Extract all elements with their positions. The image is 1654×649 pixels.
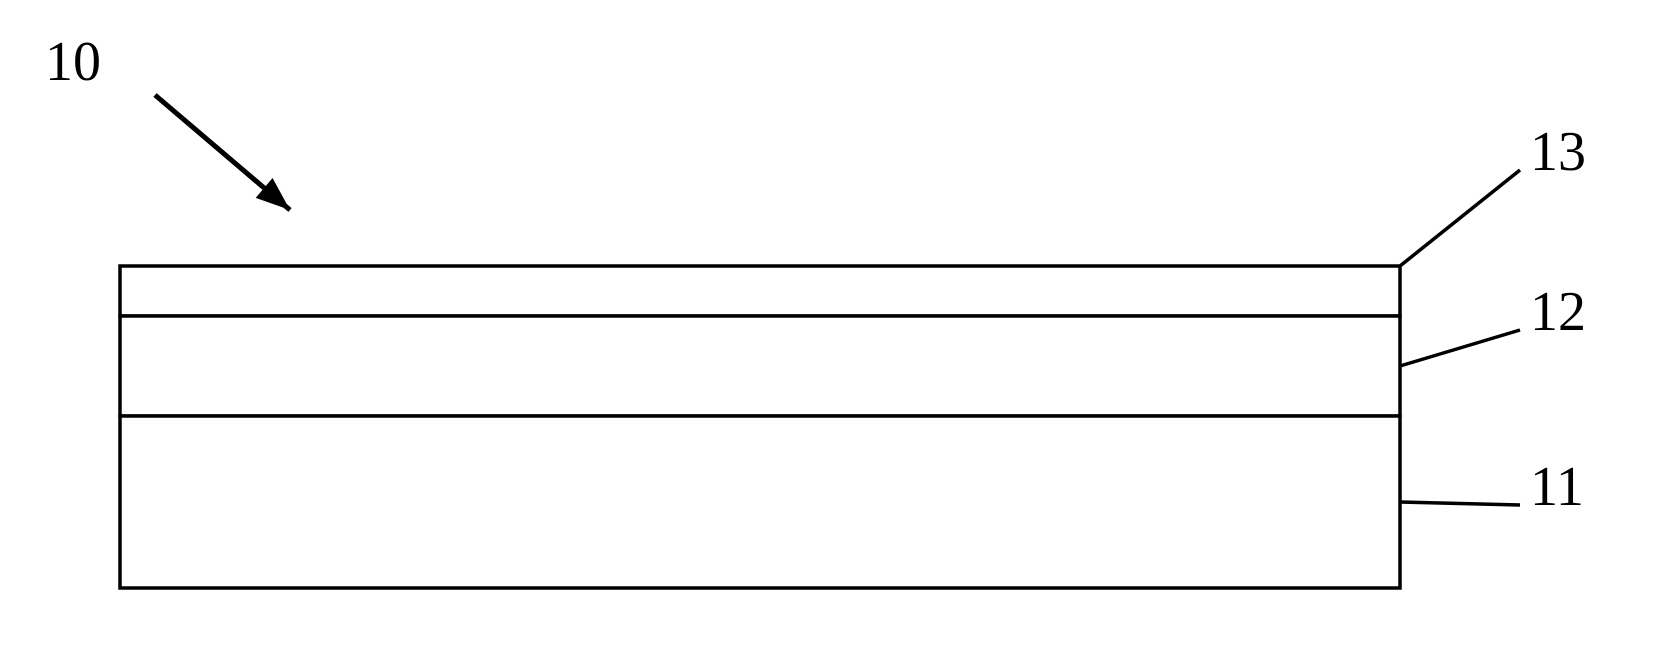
layer-12: [120, 316, 1400, 416]
assembly-ref-arrow: [155, 95, 290, 210]
callout-line-13: [1400, 170, 1520, 266]
layer-13: [120, 266, 1400, 316]
assembly-ref: 10: [45, 31, 290, 210]
callouts: 13 12 11: [1400, 121, 1586, 518]
layer-11: [120, 416, 1400, 588]
callout-label-12: 12: [1530, 281, 1586, 343]
callout-line-12: [1400, 330, 1520, 366]
callout-label-11: 11: [1530, 456, 1584, 518]
callout-label-13: 13: [1530, 121, 1586, 183]
layer-stack: [120, 266, 1400, 588]
callout-line-11: [1400, 502, 1520, 505]
assembly-ref-label: 10: [45, 31, 101, 93]
